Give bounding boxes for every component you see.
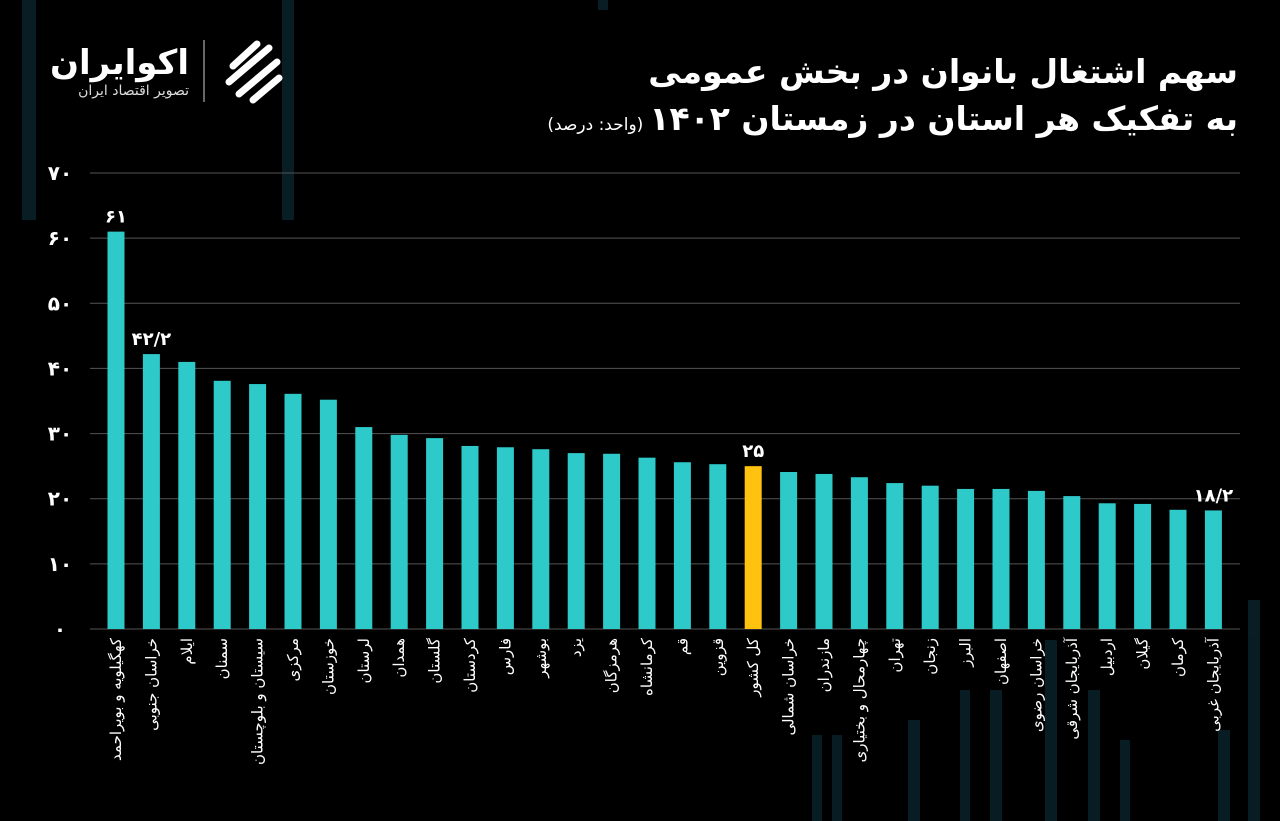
x-tick-label: کرمانشاه bbox=[638, 637, 656, 696]
bar bbox=[142, 354, 160, 629]
x-tick-label: کرمان bbox=[1169, 637, 1187, 677]
x-tick-label: سیستان و بلوچستان bbox=[249, 638, 267, 765]
x-tick-label: خراسان شمالی bbox=[780, 638, 798, 736]
x-tick-label: لرستان bbox=[355, 638, 373, 684]
x-tick-label: گیلان bbox=[1134, 637, 1152, 669]
data-label: ۶۱ bbox=[105, 207, 127, 228]
y-tick-label: ۲۰ bbox=[48, 487, 72, 511]
x-tick-label: کردستان bbox=[461, 637, 479, 693]
bar bbox=[815, 473, 833, 629]
y-tick-label: ۳۰ bbox=[48, 422, 72, 446]
x-tick-label: هرمزگان bbox=[603, 638, 621, 693]
bar bbox=[1063, 496, 1081, 629]
bar bbox=[1098, 503, 1116, 629]
x-tick-label: همدان bbox=[390, 638, 408, 678]
y-tick-label: ۵۰ bbox=[48, 291, 72, 315]
bar bbox=[709, 464, 727, 629]
bar bbox=[744, 466, 762, 629]
data-label: ۲۵ bbox=[742, 441, 764, 462]
bar bbox=[319, 399, 337, 629]
logo: اکوایران تصویر اقتصاد ایران bbox=[50, 36, 289, 106]
x-tick-label: کل کشور bbox=[744, 637, 762, 698]
data-label: ۴۲/۲ bbox=[132, 329, 172, 350]
bar bbox=[1027, 490, 1045, 629]
y-tick-label: ۷۰ bbox=[48, 161, 72, 185]
data-label: ۱۸/۲ bbox=[1194, 485, 1234, 506]
bar bbox=[213, 380, 231, 629]
y-tick-label: ۱۰ bbox=[48, 552, 72, 576]
bar bbox=[921, 485, 939, 629]
logo-mark-icon bbox=[225, 40, 283, 104]
x-tick-label: اصفهان bbox=[992, 638, 1010, 685]
bar bbox=[886, 483, 904, 629]
x-tick-label: مرکزی bbox=[284, 638, 302, 681]
x-tick-label: تهران bbox=[886, 638, 904, 673]
bar bbox=[957, 488, 975, 629]
bar bbox=[461, 445, 479, 629]
x-tick-label: زنجان bbox=[921, 638, 939, 675]
x-tick-label: خراسان جنوبی bbox=[142, 638, 160, 731]
chart-title: سهم اشتغال بانوان در بخش عمومی به تفکیک … bbox=[547, 48, 1238, 148]
x-tick-label: قم bbox=[673, 638, 691, 655]
bar bbox=[603, 453, 621, 629]
x-tick-label: فارس bbox=[496, 638, 514, 675]
bar bbox=[673, 462, 691, 629]
bar bbox=[249, 384, 267, 629]
title-line-2: به تفکیک هر استان در زمستان ۱۴۰۲ bbox=[649, 99, 1238, 138]
y-tick-label: ۴۰ bbox=[48, 356, 72, 380]
x-tick-label: چهارمحال و بختیاری bbox=[850, 638, 868, 762]
x-tick-label: مازندران bbox=[815, 638, 833, 692]
bar bbox=[780, 472, 798, 629]
bar bbox=[426, 438, 444, 629]
bar bbox=[850, 477, 868, 629]
logo-name: اکوایران bbox=[50, 43, 189, 83]
bar bbox=[496, 447, 514, 629]
bar bbox=[638, 457, 656, 629]
bar bbox=[567, 453, 585, 629]
x-tick-label: آذربایجان غربی bbox=[1204, 637, 1222, 732]
logo-tagline: تصویر اقتصاد ایران bbox=[78, 83, 189, 99]
logo-divider bbox=[203, 40, 205, 102]
x-tick-label: البرز bbox=[957, 638, 975, 668]
bar bbox=[532, 449, 550, 629]
y-tick-label: ۶۰ bbox=[48, 226, 72, 250]
x-tick-label: یزد bbox=[567, 638, 585, 657]
bar bbox=[107, 231, 125, 629]
bar bbox=[390, 434, 408, 629]
y-tick-label: ۰ bbox=[54, 617, 66, 641]
bar bbox=[992, 488, 1010, 629]
x-tick-label: کهگیلویه و بویراحمد bbox=[107, 637, 125, 761]
x-tick-label: آذربایجان شرقی bbox=[1063, 637, 1081, 739]
unit-label: (واحد: درصد) bbox=[547, 115, 644, 135]
bar bbox=[178, 361, 196, 629]
bar bbox=[355, 427, 373, 629]
x-tick-label: خراسان رضوی bbox=[1027, 638, 1045, 732]
x-tick-label: اردبیل bbox=[1098, 638, 1116, 676]
x-tick-label: ایلام bbox=[178, 638, 196, 665]
x-tick-label: گلستان bbox=[426, 637, 444, 683]
title-line-1: سهم اشتغال بانوان در بخش عمومی bbox=[648, 52, 1238, 91]
bar bbox=[1169, 509, 1187, 629]
x-tick-label: خوزستان bbox=[319, 638, 337, 695]
bar bbox=[284, 393, 302, 629]
bar bbox=[1204, 510, 1222, 629]
bar bbox=[1134, 503, 1152, 629]
x-tick-label: بوشهر bbox=[532, 638, 550, 679]
x-tick-label: سمنان bbox=[213, 638, 231, 679]
x-tick-label: قزوین bbox=[709, 638, 727, 676]
